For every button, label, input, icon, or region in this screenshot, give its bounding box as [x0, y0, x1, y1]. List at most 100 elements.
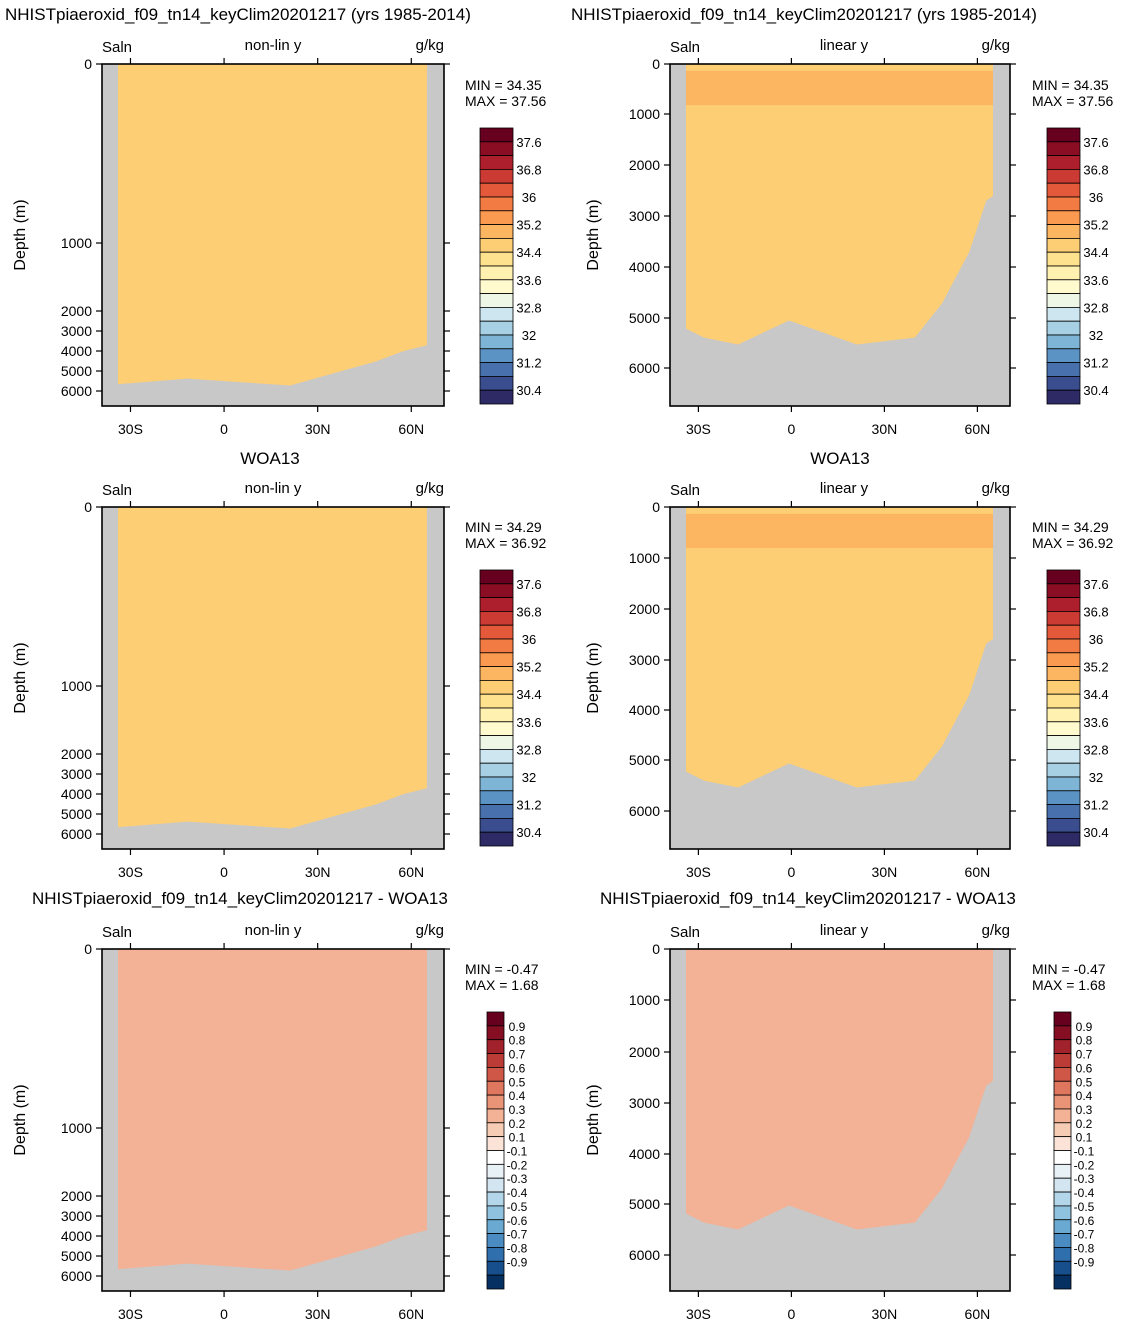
- colorbar-label: 34.4: [516, 245, 541, 260]
- x-tick-label: 30S: [118, 421, 143, 437]
- contour-field: [670, 949, 1010, 1291]
- colorbar-swatch: [1053, 1260, 1072, 1276]
- colorbar-swatch: [1046, 155, 1081, 170]
- colorbar-swatch: [1053, 1191, 1072, 1207]
- contour-field: [102, 949, 444, 1291]
- colorbar-swatch: [486, 1080, 505, 1096]
- y-tick-label: 1000: [61, 1120, 92, 1136]
- colorbar-swatch: [1046, 762, 1081, 778]
- variable-label: Saln: [670, 482, 700, 499]
- colorbar-swatch: [486, 1136, 505, 1151]
- units-label: g/kg: [982, 37, 1010, 54]
- units-label: g/kg: [982, 480, 1010, 497]
- colorbar-label: 33.6: [516, 273, 541, 288]
- colorbar: 37.6 36.8 36 35.2 34.4 33.6 32.8 32 31.2 30.4: [1046, 127, 1109, 405]
- colorbar-label: 32.8: [516, 742, 541, 757]
- colorbar-label: 32.8: [516, 300, 541, 315]
- colorbar-swatch: [479, 735, 514, 750]
- colorbar-swatch: [1046, 666, 1081, 681]
- colorbar-label: 30.4: [516, 825, 541, 840]
- colorbar-swatch: [1053, 1163, 1072, 1179]
- colorbar-swatch: [486, 1219, 505, 1235]
- colorbar-swatch: [1053, 1274, 1072, 1290]
- axis-scale-label: linear y: [820, 37, 869, 54]
- colorbar-label: 0.4: [509, 1089, 526, 1103]
- colorbar-swatch: [1053, 1233, 1072, 1248]
- colorbar-swatch: [1046, 597, 1081, 612]
- colorbar-label: 0.1: [509, 1131, 526, 1145]
- colorbar-swatch: [479, 707, 514, 723]
- colorbar: 37.6 36.8 36 35.2 34.4 33.6 32.8 32 31.2 30.4: [1046, 569, 1109, 847]
- colorbar-swatch: [1046, 237, 1081, 253]
- colorbar-swatch: [486, 1039, 505, 1054]
- row-title-diff-left: NHISTpiaeroxid_f09_tn14_keyClim20201217 …: [32, 889, 448, 908]
- y-tick-label: 4000: [629, 259, 660, 275]
- colorbar-label: 33.6: [1083, 273, 1108, 288]
- x-tick-label: 30N: [305, 864, 331, 880]
- colorbar-swatch: [1053, 1094, 1072, 1110]
- colorbar-swatch: [1046, 818, 1081, 833]
- colorbar-swatch: [1053, 1247, 1072, 1262]
- colorbar-swatch: [1046, 293, 1081, 308]
- max-readout: MAX = 36.92: [1032, 535, 1114, 551]
- colorbar-swatch: [486, 1233, 505, 1248]
- min-readout: MIN = 34.29: [1032, 519, 1109, 535]
- colorbar-swatch: [1046, 721, 1081, 736]
- y-tick-label: 4000: [61, 786, 92, 802]
- colorbar-swatch: [1053, 1011, 1072, 1027]
- colorbar-swatch: [479, 155, 514, 170]
- min-readout: MIN = 34.35: [465, 77, 542, 93]
- y-tick-label: 1000: [629, 550, 660, 566]
- colorbar-label: 34.4: [1083, 687, 1108, 702]
- plot-frame: [101, 63, 445, 407]
- colorbar-swatch: [1046, 804, 1081, 819]
- colorbar-label: 36: [1089, 190, 1103, 205]
- colorbar-label: 37.6: [516, 135, 541, 150]
- colorbar-swatch: [1046, 790, 1081, 805]
- x-tick-label: 30S: [118, 864, 143, 880]
- colorbar-swatch: [479, 638, 514, 654]
- colorbar-swatch: [1046, 638, 1081, 654]
- x-tick-label: 30S: [686, 1306, 711, 1322]
- colorbar-swatch: [1046, 362, 1081, 377]
- x-tick-label: 60N: [398, 421, 424, 437]
- land-north: [993, 64, 1010, 406]
- colorbar-label: 32: [522, 328, 536, 343]
- y-tick-label: 5000: [629, 752, 660, 768]
- colorbar-swatch: [479, 597, 514, 612]
- colorbar-swatch: [1046, 320, 1081, 336]
- x-tick-label: 60N: [965, 421, 991, 437]
- units-label: g/kg: [416, 37, 444, 54]
- colorbar-swatch: [479, 666, 514, 681]
- colorbar-swatch: [479, 182, 514, 198]
- x-tick-label: 60N: [965, 1306, 991, 1322]
- y-tick-label: 5000: [629, 310, 660, 326]
- background-band: [102, 64, 444, 406]
- colorbar-swatch: [1046, 680, 1081, 695]
- colorbar-swatch: [479, 389, 514, 405]
- colorbar-swatch: [479, 348, 514, 363]
- colorbar-label: 35.2: [516, 218, 541, 233]
- y-axis-label: Depth (m): [585, 1084, 602, 1155]
- colorbar-swatch: [479, 762, 514, 778]
- colorbar-swatch: [1053, 1205, 1072, 1221]
- x-tick-label: 60N: [965, 864, 991, 880]
- y-tick-label: 3000: [61, 323, 92, 339]
- colorbar-swatch: [486, 1094, 505, 1110]
- colorbar-swatch: [1053, 1177, 1072, 1193]
- colorbar-label: 0.3: [1076, 1103, 1093, 1117]
- colorbar-label: 0.8: [509, 1034, 526, 1048]
- colorbar-swatch: [479, 749, 514, 764]
- colorbar-label: -0.4: [1074, 1186, 1095, 1200]
- max-readout: MAX = 37.56: [465, 93, 547, 109]
- land-north: [426, 64, 444, 406]
- colorbar-label: 0.9: [1076, 1020, 1093, 1034]
- colorbar: 0.90.80.70.60.50.40.30.20.1-0.1-0.2-0.3-…: [486, 1011, 528, 1290]
- colorbar-swatch: [486, 1177, 505, 1193]
- colorbar-label: 35.2: [1083, 660, 1108, 675]
- y-axis-label: Depth (m): [585, 642, 602, 713]
- colorbar-swatch: [486, 1122, 505, 1138]
- colorbar-swatch: [479, 141, 514, 157]
- y-tick-label: 3000: [629, 652, 660, 668]
- seafloor-land: [670, 626, 1010, 849]
